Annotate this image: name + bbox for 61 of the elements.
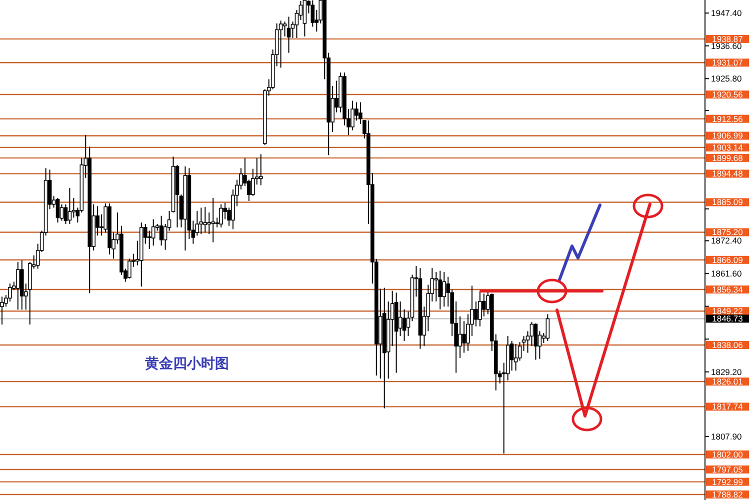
ref-line-label: 1797.05 [712,464,744,474]
candlestick [56,197,60,224]
candlestick [159,215,164,246]
candlestick [482,293,486,317]
candlestick [282,21,287,37]
candlestick [211,197,215,243]
candlestick [462,320,466,354]
candlestick [219,204,223,228]
candlestick [458,316,462,358]
ref-line-label: 1903.14 [712,142,744,152]
ref-line-label: 1875.20 [712,227,744,238]
ref-line-label: 1826.01 [712,376,744,387]
candlestick [0,296,4,326]
candlestick [478,290,482,327]
ref-line-label: 1792.99 [712,476,744,487]
candlestick [534,322,538,360]
ref-line-label: 1920.56 [712,90,744,100]
candlestick [151,218,156,246]
candlestick [195,210,200,236]
candlestick [546,314,550,342]
ref-line-label: 1938.87 [712,34,744,44]
candlestick [350,100,354,131]
candlestick [147,230,152,250]
ref-line-label: 1788.82 [712,489,744,500]
candlestick [163,224,168,250]
ref-line-label: 1856.34 [712,284,744,294]
candlestick [302,0,307,37]
candlestick [438,270,442,310]
ref-line-label: 1802.00 [712,449,744,460]
y-tick-label: 1925.80 [711,74,742,84]
ref-line-label: 1885.09 [712,197,744,208]
ref-line-label: 1838.06 [712,340,744,350]
ref-line-label: 1899.68 [712,152,744,163]
y-tick-label: 1872.40 [711,236,742,246]
ref-line-label: 1849.22 [712,306,744,316]
candlestick [278,20,283,68]
y-tick-label: 1861.60 [711,268,742,279]
y-tick-label: 1947.40 [711,8,742,18]
candlestick [474,300,478,327]
candlestick [72,197,76,218]
candlestick [68,187,72,225]
candlestick [258,154,263,186]
ref-line-label: 1906.99 [712,130,744,141]
ref-line-label: 1894.48 [712,168,744,179]
candlestick [203,206,208,234]
candlestick [286,16,291,54]
y-tick-label: 1829.20 [711,366,742,377]
candlestick [199,207,204,235]
candlestick [398,300,402,337]
candlestick [16,261,20,310]
y-tick-label: 1807.90 [711,432,742,442]
candlestick [514,343,518,372]
candlestick [442,272,446,308]
ref-line-label: 1931.07 [712,58,744,68]
ref-line-label: 1866.09 [712,254,744,265]
candlestick [128,258,132,279]
annotation: 黄金四小时图 [144,356,229,372]
ref-line-label: 1912.56 [712,114,744,124]
ref-line-label: 1817.74 [712,402,744,412]
ref-line-label: 1846.73 [712,314,744,324]
candlestick [310,0,315,28]
